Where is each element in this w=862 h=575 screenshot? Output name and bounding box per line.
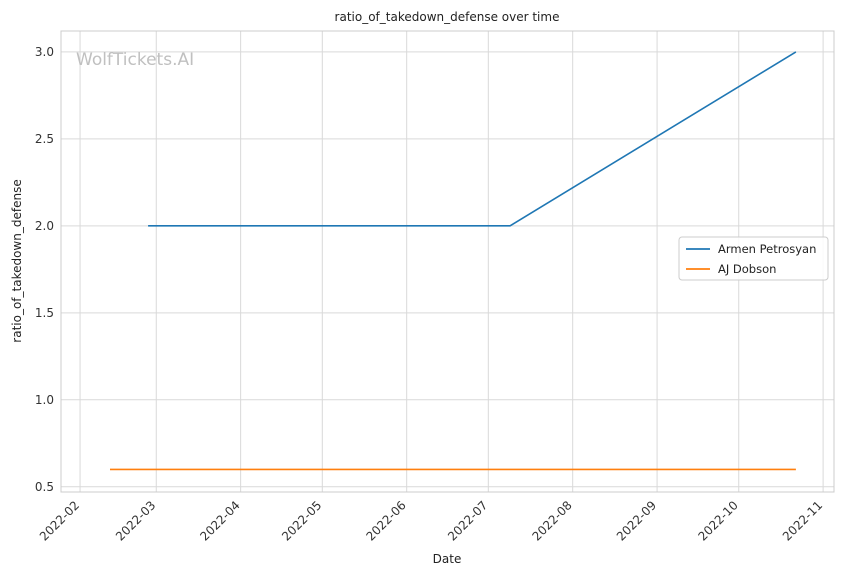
legend-label: AJ Dobson xyxy=(718,262,776,276)
x-tick-labels: 2022-02 2022-03 2022-04 2022-05 2022-06 2022-… xyxy=(37,498,825,543)
x-tick-label: 2022-08 xyxy=(529,498,574,543)
legend: Armen Petrosyan AJ Dobson xyxy=(678,236,829,281)
legend-box xyxy=(678,236,829,281)
y-tick-labels: 0.5 1.0 1.5 2.0 2.5 3.0 xyxy=(35,45,54,494)
plot-area-frame xyxy=(60,30,835,493)
watermark-text: WolfTickets.AI xyxy=(76,50,194,70)
legend-label: Armen Petrosyan xyxy=(718,242,816,256)
y-tick-label: 2.5 xyxy=(35,132,54,146)
x-tick-label: 2022-09 xyxy=(614,498,659,543)
x-tick-label: 2022-06 xyxy=(363,498,408,543)
y-tick-label: 1.5 xyxy=(35,306,54,320)
x-axis-title: Date xyxy=(433,552,462,566)
y-tick-label: 1.0 xyxy=(35,393,54,407)
chart-title: ratio_of_takedown_defense over time xyxy=(335,10,560,24)
series-lines xyxy=(110,51,797,471)
y-tick-label: 2.0 xyxy=(35,219,54,233)
grid xyxy=(61,31,834,492)
x-tick-label: 2022-02 xyxy=(37,498,82,543)
x-tick-label: 2022-11 xyxy=(780,498,825,543)
x-tick-label: 2022-05 xyxy=(279,498,324,543)
series-line-1 xyxy=(148,51,797,227)
y-tick-label: 0.5 xyxy=(35,480,54,494)
y-axis-title: ratio_of_takedown_defense xyxy=(10,179,24,342)
x-tick-label: 2022-07 xyxy=(445,498,490,543)
y-tick-label: 3.0 xyxy=(35,45,54,59)
x-tick-label: 2022-03 xyxy=(113,498,158,543)
x-tick-label: 2022-04 xyxy=(197,498,242,543)
x-tick-label: 2022-10 xyxy=(696,498,741,543)
